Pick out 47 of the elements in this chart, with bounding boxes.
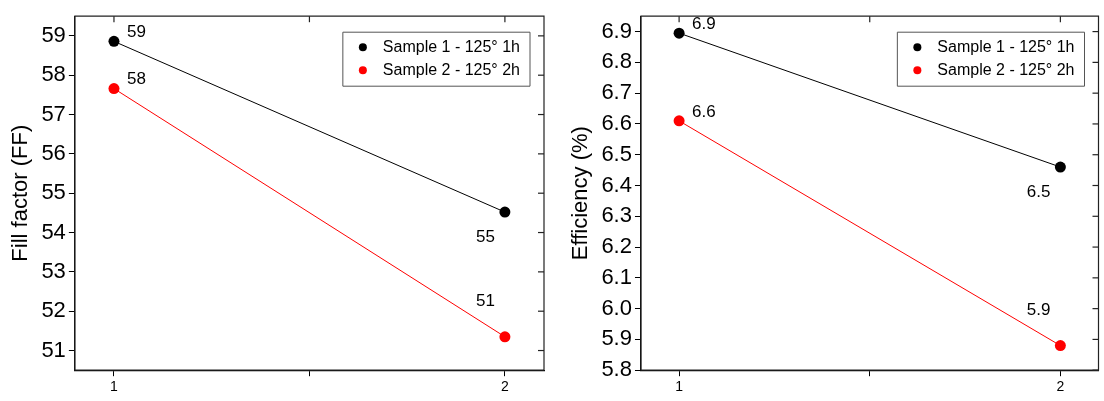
y-tick-label: 5.8	[601, 356, 632, 382]
y-axis-title: Fill factor (FF)	[7, 124, 33, 262]
y-tick-label: 57	[41, 100, 66, 126]
y-tick-label: 6.3	[601, 202, 632, 228]
data-label: 6.6	[692, 101, 716, 121]
point	[673, 115, 685, 127]
y-tick-label: 6.0	[601, 294, 632, 320]
data-label: 5.9	[1026, 300, 1051, 320]
y-tick-label: 53	[41, 257, 66, 283]
y-tick-label: 56	[41, 139, 66, 165]
y-tick-label: 6.1	[601, 263, 632, 289]
y-tick-label: 6.9	[601, 17, 632, 43]
data-label: 58	[126, 69, 146, 89]
data-label: 6.5	[1026, 181, 1051, 201]
x-tick-label: 1	[110, 378, 119, 395]
data-label: 6.9	[692, 13, 716, 33]
y-tick-label: 6.4	[601, 171, 632, 197]
legend-label: Sample 2 - 125° 2h	[382, 60, 521, 78]
y-tick-label: 52	[41, 297, 66, 323]
y-tick-label: 59	[41, 21, 66, 47]
point	[499, 206, 511, 218]
point	[1054, 161, 1066, 173]
data-label: 51	[475, 291, 495, 311]
legend-label: Sample 1 - 125° 1h	[937, 37, 1075, 55]
y-tick-label: 51	[41, 336, 66, 362]
y-tick-label: 55	[41, 179, 66, 205]
y-axis-title: Efficiency (%)	[567, 126, 593, 261]
y-tick-label: 54	[41, 218, 66, 244]
x-tick-label: 1	[675, 378, 684, 395]
point	[108, 83, 120, 95]
point	[1054, 340, 1066, 352]
data-label: 55	[475, 226, 495, 246]
y-tick-label: 6.2	[601, 233, 632, 259]
y-tick-label: 6.7	[601, 79, 632, 105]
legend-label: Sample 1 - 125° 1h	[382, 37, 521, 55]
y-tick-label: 6.6	[601, 110, 632, 135]
data-label: 59	[126, 22, 146, 42]
point	[499, 331, 511, 343]
point	[673, 27, 685, 39]
y-tick-label: 58	[41, 61, 66, 87]
point	[108, 35, 120, 47]
y-tick-label: 6.5	[601, 140, 632, 166]
x-tick-label: 2	[501, 378, 510, 395]
x-tick-label: 2	[1056, 378, 1065, 395]
legend-label: Sample 2 - 125° 2h	[937, 60, 1075, 78]
y-tick-label: 6.8	[601, 48, 632, 74]
y-tick-label: 5.9	[601, 325, 632, 351]
